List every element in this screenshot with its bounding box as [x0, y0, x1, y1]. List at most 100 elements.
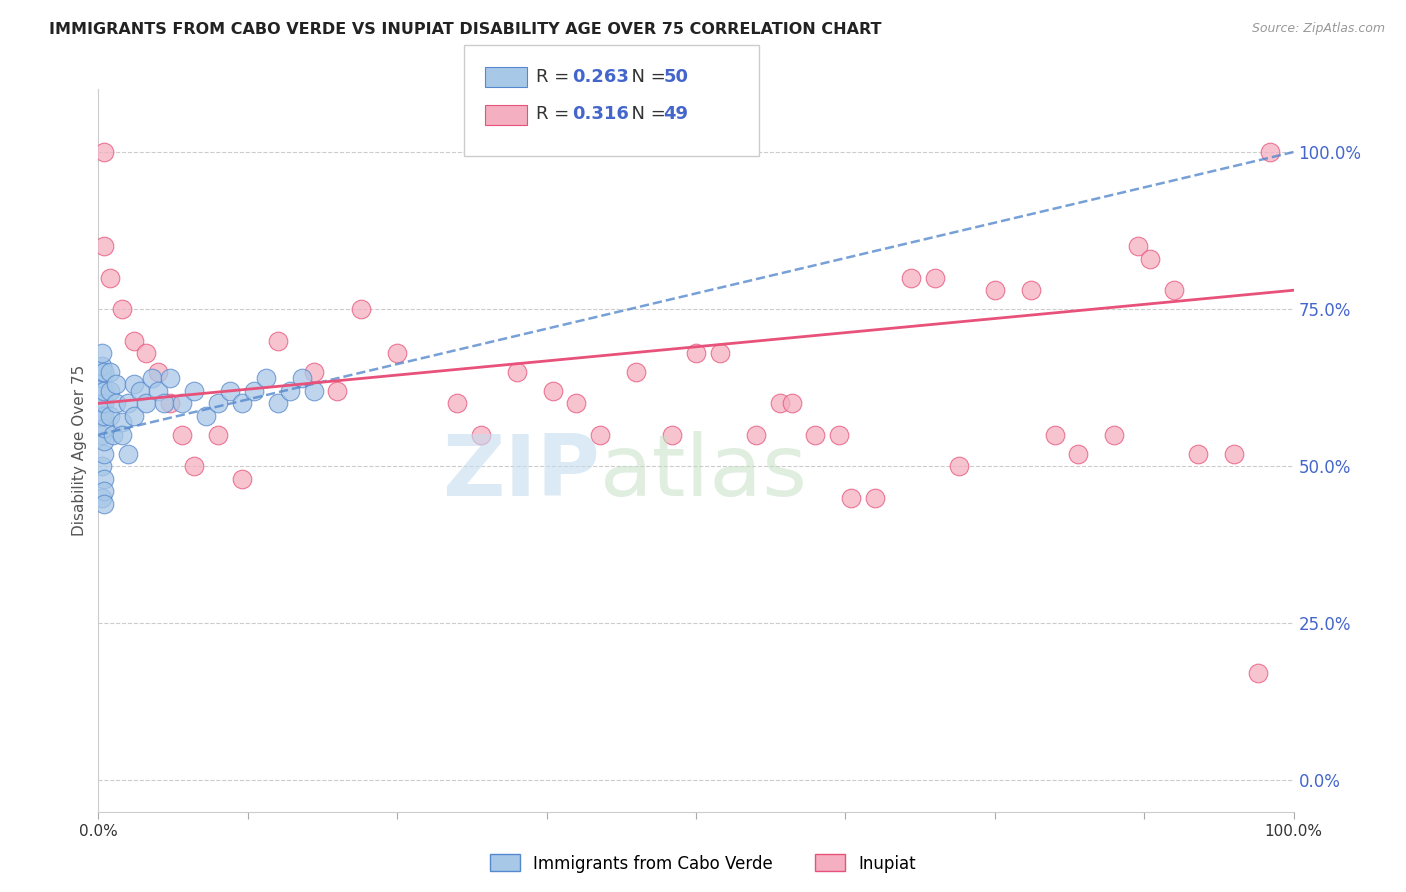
- Point: [589, 427, 612, 442]
- Point: [1258, 145, 1281, 159]
- Text: N =: N =: [620, 105, 672, 123]
- Point: [254, 371, 277, 385]
- Point: [129, 384, 152, 398]
- Point: [780, 396, 803, 410]
- Point: [91, 384, 114, 398]
- Point: [470, 427, 492, 442]
- Point: [1019, 283, 1042, 297]
- Text: R =: R =: [536, 68, 575, 86]
- Point: [278, 384, 301, 398]
- Point: [267, 396, 290, 410]
- Point: [91, 427, 114, 442]
- Point: [91, 359, 114, 373]
- Point: [506, 365, 529, 379]
- Point: [231, 396, 253, 410]
- Point: [91, 491, 114, 505]
- Text: N =: N =: [620, 68, 672, 86]
- Point: [302, 365, 325, 379]
- Point: [148, 384, 170, 398]
- Point: [1187, 447, 1209, 461]
- Point: [124, 377, 146, 392]
- Point: [350, 302, 373, 317]
- Point: [948, 459, 970, 474]
- Point: [93, 434, 115, 448]
- Point: [865, 491, 887, 505]
- Point: [685, 346, 707, 360]
- Point: [93, 145, 115, 159]
- Point: [195, 409, 218, 423]
- Point: [148, 365, 170, 379]
- Point: [111, 427, 134, 442]
- Point: [93, 239, 115, 253]
- Point: [117, 396, 139, 410]
- Point: [302, 384, 325, 398]
- Point: [91, 396, 114, 410]
- Point: [243, 384, 266, 398]
- Point: [804, 427, 827, 442]
- Text: R =: R =: [536, 105, 575, 123]
- Point: [541, 384, 564, 398]
- Point: [93, 421, 115, 435]
- Point: [159, 396, 181, 410]
- Text: 49: 49: [664, 105, 689, 123]
- Point: [98, 384, 122, 398]
- Point: [91, 459, 114, 474]
- Point: [1104, 427, 1126, 442]
- Point: [984, 283, 1007, 297]
- Point: [98, 270, 122, 285]
- Point: [141, 371, 163, 385]
- Point: [924, 270, 946, 285]
- Point: [231, 472, 253, 486]
- Text: 0.316: 0.316: [572, 105, 628, 123]
- Point: [117, 447, 139, 461]
- Y-axis label: Disability Age Over 75: Disability Age Over 75: [72, 365, 87, 536]
- Point: [326, 384, 349, 398]
- Point: [98, 409, 122, 423]
- Point: [111, 415, 134, 429]
- Point: [124, 409, 146, 423]
- Text: ZIP: ZIP: [443, 431, 600, 514]
- Point: [153, 396, 176, 410]
- Point: [1139, 252, 1161, 266]
- Point: [207, 396, 229, 410]
- Point: [135, 346, 157, 360]
- Text: Source: ZipAtlas.com: Source: ZipAtlas.com: [1251, 22, 1385, 36]
- Point: [93, 484, 115, 499]
- Point: [91, 409, 114, 423]
- Point: [900, 270, 922, 285]
- Point: [93, 396, 115, 410]
- Text: atlas: atlas: [600, 431, 808, 514]
- Point: [101, 427, 124, 442]
- Point: [626, 365, 648, 379]
- Point: [91, 346, 114, 360]
- Point: [1128, 239, 1150, 253]
- Point: [93, 384, 115, 398]
- Point: [124, 334, 146, 348]
- Point: [93, 365, 115, 379]
- Point: [446, 396, 468, 410]
- Point: [172, 427, 194, 442]
- Point: [745, 427, 768, 442]
- Point: [565, 396, 588, 410]
- Point: [98, 365, 122, 379]
- Point: [1223, 447, 1246, 461]
- Point: [93, 472, 115, 486]
- Text: IMMIGRANTS FROM CABO VERDE VS INUPIAT DISABILITY AGE OVER 75 CORRELATION CHART: IMMIGRANTS FROM CABO VERDE VS INUPIAT DI…: [49, 22, 882, 37]
- Point: [769, 396, 792, 410]
- Point: [135, 396, 157, 410]
- Point: [159, 371, 181, 385]
- Text: 0.263: 0.263: [572, 68, 628, 86]
- Point: [828, 427, 851, 442]
- Point: [841, 491, 863, 505]
- Point: [661, 427, 683, 442]
- Point: [219, 384, 242, 398]
- Point: [105, 396, 128, 410]
- Point: [267, 334, 290, 348]
- Point: [1067, 447, 1090, 461]
- Point: [709, 346, 731, 360]
- Text: 50: 50: [664, 68, 689, 86]
- Point: [1247, 666, 1270, 681]
- Point: [91, 365, 114, 379]
- Point: [91, 371, 114, 385]
- Point: [172, 396, 194, 410]
